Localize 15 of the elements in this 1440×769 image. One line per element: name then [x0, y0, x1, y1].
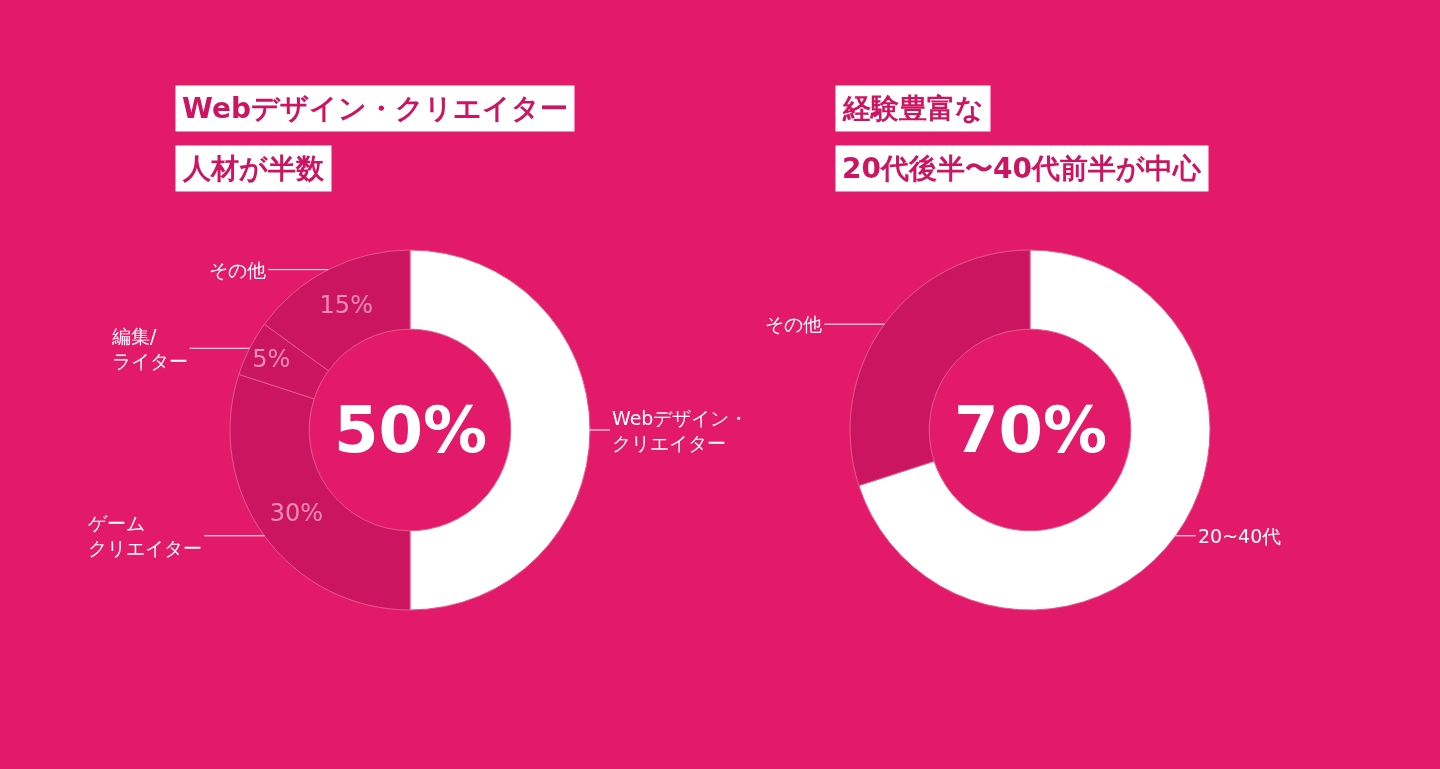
data-label: 15%: [319, 290, 373, 319]
text: 70%: [954, 393, 1108, 467]
text: 人材が半数: [182, 152, 325, 185]
data-label: 30%: [269, 498, 324, 527]
text: 50%: [334, 393, 488, 467]
data-label: 5%: [252, 345, 291, 374]
slice-label: その他: [209, 259, 266, 281]
slice-label: Webデザイン・クリエイター: [612, 407, 749, 454]
slice-label: Webデザイン・クリエイター: [182, 92, 568, 125]
chart-title: 経験豊富な: [842, 92, 984, 125]
slice-label: その他: [765, 313, 822, 335]
chart-subtitle: 20代後半〜40代前半が中心: [842, 152, 1202, 185]
slice-label: 編集/ライター: [111, 325, 188, 372]
slice-label: ゲームクリエイター: [88, 512, 202, 559]
slice-label: 20~40代: [1198, 525, 1282, 547]
